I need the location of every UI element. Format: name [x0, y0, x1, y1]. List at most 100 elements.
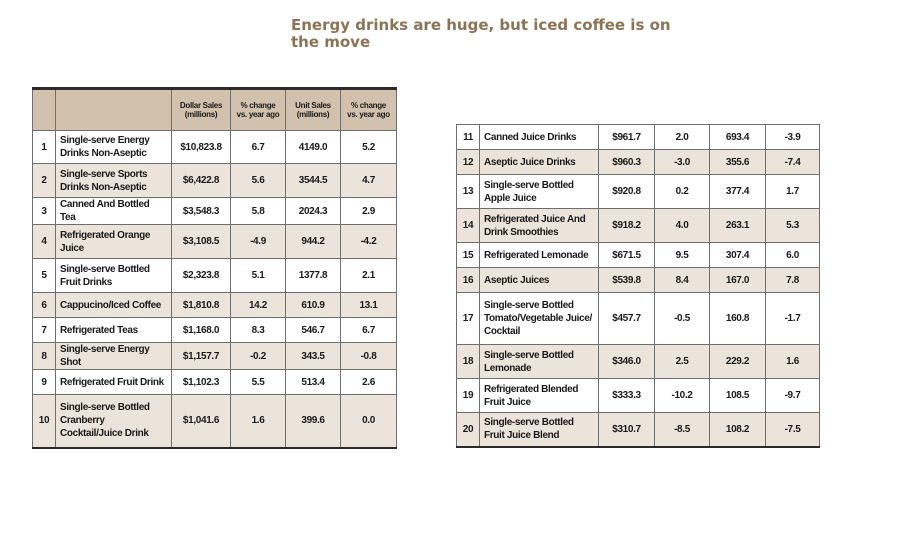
row-dollar-change: 5.8	[230, 197, 286, 225]
row-unit-sales: 263.1	[709, 208, 766, 243]
row-unit-sales: 513.4	[285, 369, 341, 395]
row-rank: 17	[456, 292, 480, 345]
row-dollar-sales: $6,422.8	[171, 163, 231, 198]
row-unit-change: 13.1	[340, 292, 397, 318]
row-unit-change: 2.6	[340, 369, 397, 395]
table-row: 20 Single-serve Bottled Fruit Juice Blend…	[456, 412, 820, 447]
table-row: 3 Canned And Bottled Tea $3,548.3 5.8 2024.3…	[32, 197, 397, 225]
row-dollar-change: -0.5	[654, 292, 710, 345]
row-dollar-change: 5.1	[230, 258, 286, 293]
row-category: Aseptic Juice Drinks	[479, 149, 599, 175]
row-dollar-sales: $920.8	[598, 174, 655, 209]
row-unit-sales: 4149.0	[285, 130, 341, 164]
row-rank: 10	[32, 394, 56, 448]
row-dollar-change: -3.0	[654, 149, 710, 175]
table-row: 17 Single-serve Bottled Tomato/Vegetable …	[456, 292, 820, 345]
header-unit-change: % change vs. year ago	[340, 88, 397, 131]
row-unit-sales: 108.5	[709, 378, 766, 413]
table-row: 6 Cappucino/Iced Coffee $1,810.8 14.2 610.9 1…	[32, 292, 397, 318]
row-unit-sales: 229.2	[709, 344, 766, 379]
row-dollar-change: -8.5	[654, 412, 710, 447]
row-dollar-change: 9.5	[654, 242, 710, 268]
header-category	[55, 88, 172, 131]
row-rank: 15	[456, 242, 480, 268]
row-dollar-sales: $3,108.5	[171, 224, 231, 259]
row-unit-sales: 343.5	[285, 342, 341, 370]
row-dollar-sales: $961.7	[598, 124, 655, 150]
row-rank: 7	[32, 317, 56, 343]
row-unit-change: 6.7	[340, 317, 397, 343]
row-unit-sales: 167.0	[709, 267, 766, 293]
row-unit-change: -0.8	[340, 342, 397, 370]
row-dollar-sales: $310.7	[598, 412, 655, 447]
row-category: Refrigerated Orange Juice	[55, 224, 172, 259]
row-unit-sales: 399.6	[285, 394, 341, 448]
row-dollar-change: 1.6	[230, 394, 286, 448]
row-rank: 9	[32, 369, 56, 395]
row-category: Aseptic Juices	[479, 267, 599, 293]
row-dollar-sales: $671.5	[598, 242, 655, 268]
row-unit-sales: 1377.8	[285, 258, 341, 293]
row-rank: 4	[32, 224, 56, 259]
row-unit-sales: 108.2	[709, 412, 766, 447]
row-rank: 8	[32, 342, 56, 370]
row-unit-change: 2.1	[340, 258, 397, 293]
row-unit-sales: 610.9	[285, 292, 341, 318]
row-unit-sales: 546.7	[285, 317, 341, 343]
table-row: 10 Single-serve Bottled Cranberry Cocktai…	[32, 394, 397, 448]
row-dollar-sales: $960.3	[598, 149, 655, 175]
table-row: 5 Single-serve Bottled Fruit Drinks $2,323…	[32, 258, 397, 293]
row-unit-change: 1.7	[765, 174, 820, 209]
row-category: Cappucino/Iced Coffee	[55, 292, 172, 318]
row-rank: 6	[32, 292, 56, 318]
row-dollar-change: 0.2	[654, 174, 710, 209]
header-dollar-change: % change vs. year ago	[230, 88, 286, 131]
row-dollar-sales: $918.2	[598, 208, 655, 243]
row-rank: 14	[456, 208, 480, 243]
sales-table-right: 11 Canned Juice Drinks $961.7 2.0 693.4 -3.9 1…	[456, 124, 820, 448]
row-unit-sales: 944.2	[285, 224, 341, 259]
row-dollar-sales: $10,823.8	[171, 130, 231, 164]
row-unit-change: 5.3	[765, 208, 820, 243]
row-dollar-change: 6.7	[230, 130, 286, 164]
row-category: Single-serve Bottled Fruit Drinks	[55, 258, 172, 293]
row-unit-change: 5.2	[340, 130, 397, 164]
row-category: Refrigerated Lemonade	[479, 242, 599, 268]
table-row: 13 Single-serve Bottled Apple Juice $920.8…	[456, 174, 820, 209]
row-dollar-change: 8.3	[230, 317, 286, 343]
row-rank: 13	[456, 174, 480, 209]
row-dollar-sales: $1,157.7	[171, 342, 231, 370]
row-unit-change: -1.7	[765, 292, 820, 345]
row-rank: 11	[456, 124, 480, 150]
row-dollar-sales: $1,168.0	[171, 317, 231, 343]
row-category: Single-serve Bottled Lemonade	[479, 344, 599, 379]
table-row: 9 Refrigerated Fruit Drink $1,102.3 5.5 513.…	[32, 369, 397, 395]
row-dollar-change: 4.0	[654, 208, 710, 243]
row-rank: 20	[456, 412, 480, 447]
row-dollar-sales: $3,548.3	[171, 197, 231, 225]
row-category: Canned Juice Drinks	[479, 124, 599, 150]
row-unit-change: 0.0	[340, 394, 397, 448]
row-unit-change: 1.6	[765, 344, 820, 379]
header-rank	[32, 88, 56, 131]
row-dollar-sales: $333.3	[598, 378, 655, 413]
row-unit-change: -4.2	[340, 224, 397, 259]
row-dollar-change: 8.4	[654, 267, 710, 293]
row-dollar-sales: $457.7	[598, 292, 655, 345]
row-rank: 3	[32, 197, 56, 225]
table-row: 1 Single-serve Energy Drinks Non-Aseptic $…	[32, 130, 397, 164]
table-row: 8 Single-serve Energy Shot $1,157.7 -0.2 343…	[32, 342, 397, 370]
table-header-row: Dollar Sales (millions) % change vs. yea…	[32, 88, 397, 131]
row-dollar-sales: $1,810.8	[171, 292, 231, 318]
row-dollar-change: -4.9	[230, 224, 286, 259]
table-row: 2 Single-serve Sports Drinks Non-Aseptic $…	[32, 163, 397, 198]
row-unit-sales: 2024.3	[285, 197, 341, 225]
row-rank: 18	[456, 344, 480, 379]
row-unit-change: 6.0	[765, 242, 820, 268]
row-rank: 5	[32, 258, 56, 293]
row-unit-sales: 377.4	[709, 174, 766, 209]
table-row: 19 Refrigerated Blended Fruit Juice $333.3…	[456, 378, 820, 413]
row-category: Single-serve Bottled Tomato/Vegetable Ju…	[479, 292, 599, 345]
row-unit-change: -9.7	[765, 378, 820, 413]
row-dollar-change: 5.6	[230, 163, 286, 198]
